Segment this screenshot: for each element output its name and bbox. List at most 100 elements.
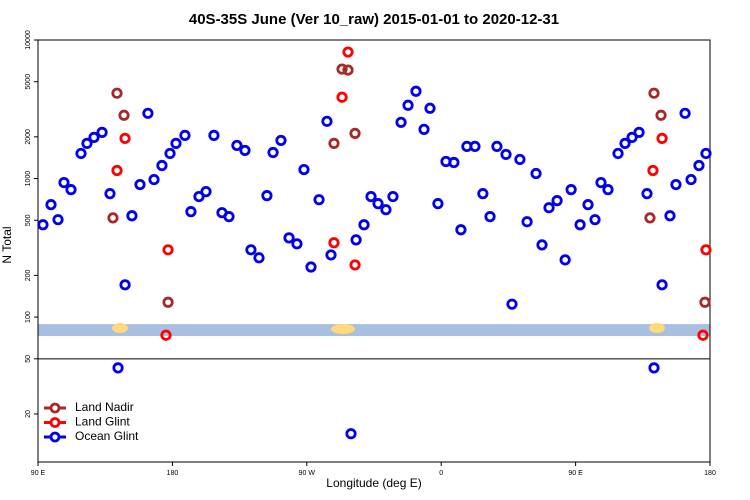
point <box>96 126 108 138</box>
legend-marker <box>49 402 61 414</box>
point <box>644 212 656 224</box>
point <box>231 139 243 152</box>
point <box>164 147 176 160</box>
x-axis-label: Longitude (deg E) <box>326 476 421 490</box>
point <box>275 134 287 147</box>
band-layer <box>38 324 710 337</box>
point <box>200 186 212 198</box>
point <box>325 249 337 261</box>
y-tick-label: 2000 <box>25 129 32 145</box>
point <box>345 428 357 440</box>
point <box>372 198 384 210</box>
blob <box>331 324 355 334</box>
point <box>148 173 160 186</box>
legend-label: Ocean Glint <box>75 429 139 443</box>
point <box>455 224 467 236</box>
point <box>387 190 399 203</box>
point <box>521 216 533 228</box>
point <box>700 244 712 256</box>
point <box>239 144 251 157</box>
point <box>336 91 348 103</box>
point <box>111 164 123 177</box>
legend-marker <box>49 417 61 428</box>
point <box>514 153 526 166</box>
point <box>647 164 659 177</box>
point <box>134 178 146 191</box>
x-tick-label: 180 <box>167 470 179 477</box>
point <box>162 244 174 256</box>
point <box>530 167 542 180</box>
point <box>641 188 653 200</box>
point <box>432 198 444 210</box>
point <box>484 211 496 223</box>
reference-band <box>38 324 710 337</box>
point <box>52 214 64 226</box>
point <box>342 64 354 76</box>
point <box>160 329 172 341</box>
legend-label: Land Nadir <box>75 400 134 414</box>
point <box>365 190 377 203</box>
point <box>75 147 87 160</box>
point <box>58 176 70 189</box>
point <box>245 244 257 256</box>
point <box>267 146 279 159</box>
point <box>656 279 668 291</box>
point <box>208 129 220 141</box>
plot-frame <box>37 39 711 463</box>
point <box>142 107 154 119</box>
point <box>253 252 265 264</box>
point <box>185 206 197 218</box>
point <box>565 184 577 196</box>
point <box>104 188 116 200</box>
point <box>65 184 77 196</box>
point <box>491 140 503 153</box>
point <box>88 131 100 143</box>
point <box>118 109 130 121</box>
point <box>156 159 168 172</box>
point <box>477 188 489 200</box>
point <box>328 137 340 149</box>
point <box>648 362 660 374</box>
point <box>612 147 624 160</box>
point <box>342 46 354 58</box>
point <box>126 210 138 222</box>
point <box>170 137 182 149</box>
point <box>119 279 131 291</box>
legend-marker <box>49 431 61 443</box>
point <box>283 232 295 244</box>
point <box>656 132 668 144</box>
point <box>358 219 370 231</box>
y-tick-label: 500 <box>25 214 32 226</box>
point <box>469 140 481 153</box>
point <box>543 202 555 214</box>
point <box>589 214 601 226</box>
point <box>633 126 645 138</box>
point <box>559 254 571 266</box>
point <box>162 296 174 308</box>
y-tick-label: 10000 <box>25 30 32 50</box>
x-tick-label: 0 <box>439 470 443 477</box>
point <box>37 219 49 231</box>
point <box>112 362 124 374</box>
y-tick-label: 200 <box>25 269 32 281</box>
point <box>402 99 414 111</box>
point <box>685 173 697 186</box>
point <box>313 194 325 206</box>
x-tick-label: 90 E <box>31 470 46 477</box>
point <box>107 212 119 224</box>
point <box>551 195 563 207</box>
point <box>349 127 361 139</box>
point <box>697 329 709 341</box>
point <box>582 199 594 211</box>
point <box>626 131 638 143</box>
y-tick-label: 20 <box>25 410 32 418</box>
point <box>45 199 57 211</box>
point <box>179 129 191 141</box>
point <box>305 261 317 273</box>
blob <box>649 323 665 333</box>
x-tick-label: 90 E <box>568 470 583 477</box>
legend-label: Land Glint <box>75 415 130 429</box>
point <box>418 123 430 135</box>
point <box>536 239 548 251</box>
